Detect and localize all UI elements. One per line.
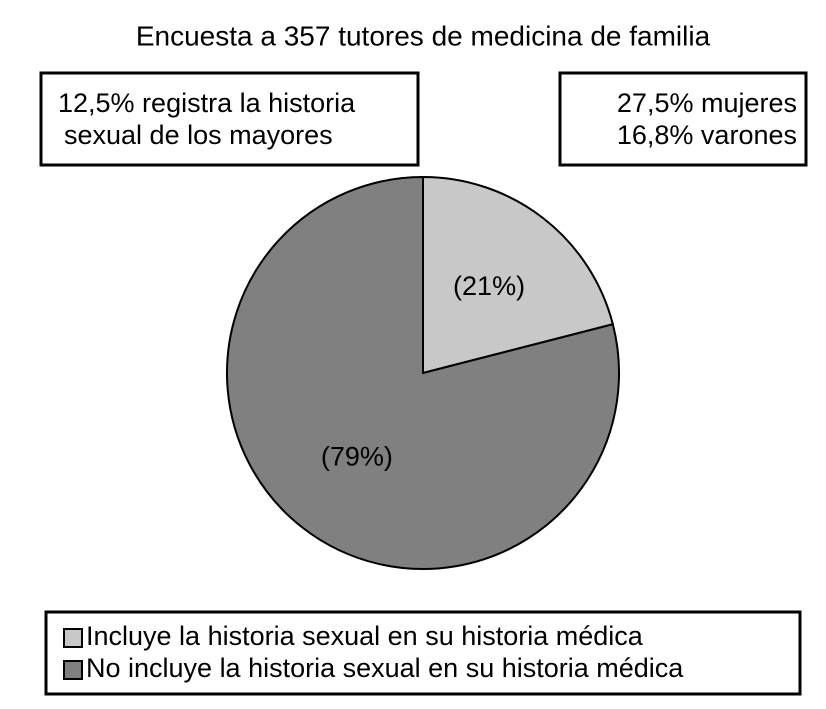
legend-swatch [63, 628, 83, 648]
annotation-text: 16,8% varones [617, 120, 797, 150]
legend-label: No incluye la historia sexual en su hist… [86, 653, 684, 683]
annotation-box [558, 71, 808, 167]
legend-swatch [63, 660, 83, 680]
pie-slice [422, 175, 615, 375]
annotation-text: 12,5% registra la historia [58, 88, 356, 118]
pie-slice [226, 175, 620, 570]
value-label: (79%) [321, 441, 393, 471]
legend-box [44, 610, 802, 696]
annotation-text: 27,5% mujeres [617, 88, 797, 118]
value-label: (21%) [453, 271, 525, 301]
chart-title: Encuesta a 357 tutores de medicina de fa… [136, 20, 711, 51]
annotation-box [39, 71, 420, 167]
annotation-text: sexual de los mayores [64, 120, 333, 150]
legend-label: Incluye la historia sexual en su histori… [86, 621, 644, 651]
